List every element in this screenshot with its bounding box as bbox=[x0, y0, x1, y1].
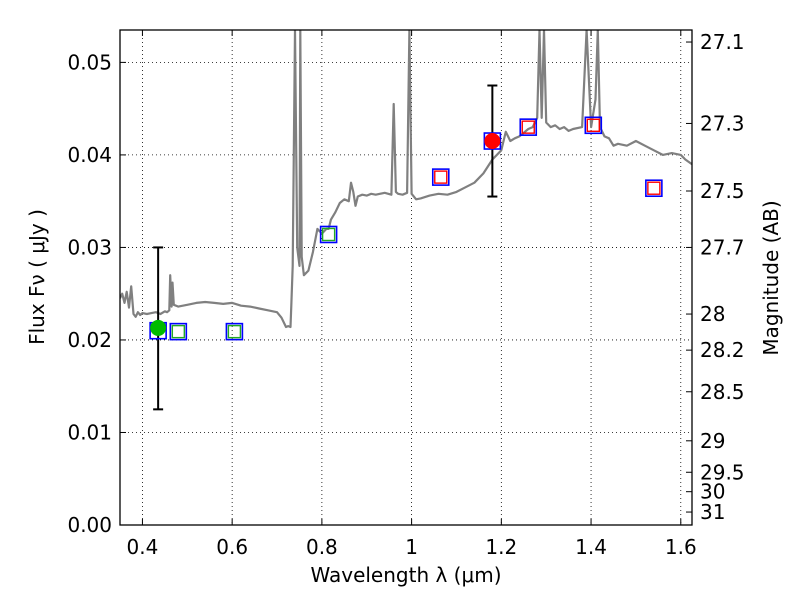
magnitude-tick-label: 27.5 bbox=[700, 179, 745, 203]
y-tick-label: 0.00 bbox=[67, 513, 112, 537]
x-tick-label: 1.6 bbox=[665, 535, 697, 559]
magnitude-tick-label: 31 bbox=[700, 500, 725, 524]
x-axis-label: Wavelength λ (μm) bbox=[310, 563, 501, 587]
magnitude-tick-label: 27.1 bbox=[700, 30, 745, 54]
magnitude-tick-label: 27.7 bbox=[700, 235, 745, 259]
y-tick-label: 0.02 bbox=[67, 328, 112, 352]
y-axis-ticks: 0.00 0.01 0.02 0.03 0.04 0.05 bbox=[67, 50, 126, 537]
photometry-box-marker bbox=[434, 170, 448, 184]
model-box-marker bbox=[169, 322, 188, 341]
x-tick-label: 1 bbox=[405, 535, 418, 559]
magnitude-tick-label: 29 bbox=[700, 429, 725, 453]
y-tick-label: 0.04 bbox=[67, 143, 112, 167]
x-axis-ticks: 0.4 0.6 0.8 1 1.2 1.4 1.6 bbox=[127, 30, 697, 559]
x-tick-label: 0.4 bbox=[127, 535, 159, 559]
x-tick-label: 1.2 bbox=[485, 535, 517, 559]
model-box-marker bbox=[319, 225, 338, 244]
model-box-marker bbox=[431, 168, 450, 186]
magnitude-tick-label: 27.3 bbox=[700, 111, 745, 135]
magnitude-tick-label: 28 bbox=[700, 302, 725, 326]
magnitude-axis-label: Magnitude (AB) bbox=[759, 200, 783, 355]
plot-frame bbox=[119, 29, 693, 526]
y-axis-label: Flux Fν ( μJy ) bbox=[25, 209, 49, 345]
magnitude-tick-label: 30 bbox=[700, 480, 725, 504]
observed-circle-marker bbox=[484, 133, 501, 150]
photometry-box-marker bbox=[586, 118, 601, 132]
y-tick-label: 0.03 bbox=[67, 235, 112, 259]
observed-circle-marker bbox=[150, 319, 167, 336]
model-sed-line bbox=[120, 30, 692, 329]
model-box-marker bbox=[584, 116, 603, 135]
x-tick-label: 0.6 bbox=[216, 535, 248, 559]
photometry-box-marker bbox=[521, 120, 535, 134]
x-tick-label: 0.8 bbox=[306, 535, 338, 559]
magnitude-tick-label: 28.5 bbox=[700, 380, 745, 404]
model-box-marker bbox=[519, 118, 538, 136]
x-tick-label: 1.4 bbox=[575, 535, 607, 559]
magnitude-tick-label: 29.5 bbox=[700, 460, 745, 484]
photometry-marks bbox=[149, 84, 663, 411]
photometry-box-marker bbox=[647, 181, 661, 195]
model-box-marker bbox=[645, 179, 663, 198]
photometry-box-marker bbox=[321, 227, 336, 242]
plot-background bbox=[120, 30, 692, 525]
y-tick-label: 0.01 bbox=[67, 420, 112, 444]
photometry-box-marker bbox=[171, 324, 186, 339]
model-box-marker bbox=[225, 322, 244, 341]
photometry-box-marker bbox=[227, 324, 242, 339]
magnitude-tick-label: 28.2 bbox=[700, 338, 745, 362]
y-tick-label: 0.05 bbox=[67, 50, 112, 74]
sed-line bbox=[120, 30, 692, 329]
